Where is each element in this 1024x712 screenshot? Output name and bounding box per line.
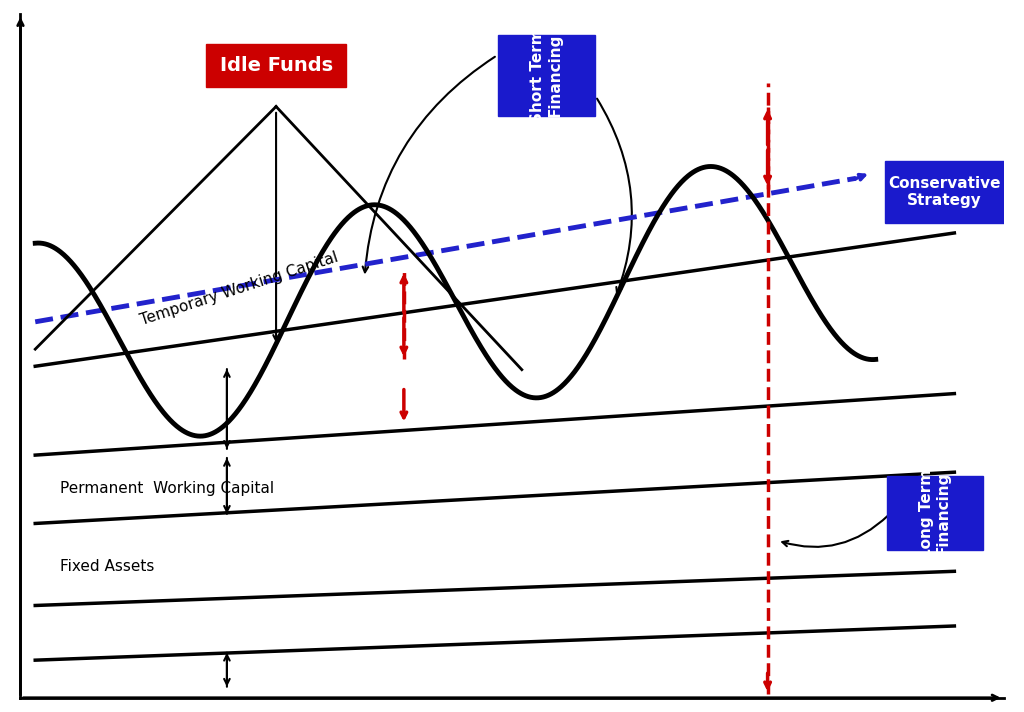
Text: Fixed Assets: Fixed Assets	[59, 560, 155, 575]
FancyBboxPatch shape	[887, 476, 983, 550]
FancyBboxPatch shape	[499, 36, 595, 116]
Text: Permanent  Working Capital: Permanent Working Capital	[59, 481, 274, 496]
FancyBboxPatch shape	[206, 44, 346, 87]
Text: Conservative
Strategy: Conservative Strategy	[888, 176, 1000, 208]
FancyBboxPatch shape	[885, 160, 1005, 224]
Text: Short Term
Financing: Short Term Financing	[530, 28, 562, 123]
Text: Idle Funds: Idle Funds	[219, 56, 333, 75]
Text: Long Term
Financing: Long Term Financing	[919, 468, 951, 557]
Text: Temporary Working Capital: Temporary Working Capital	[138, 250, 340, 328]
